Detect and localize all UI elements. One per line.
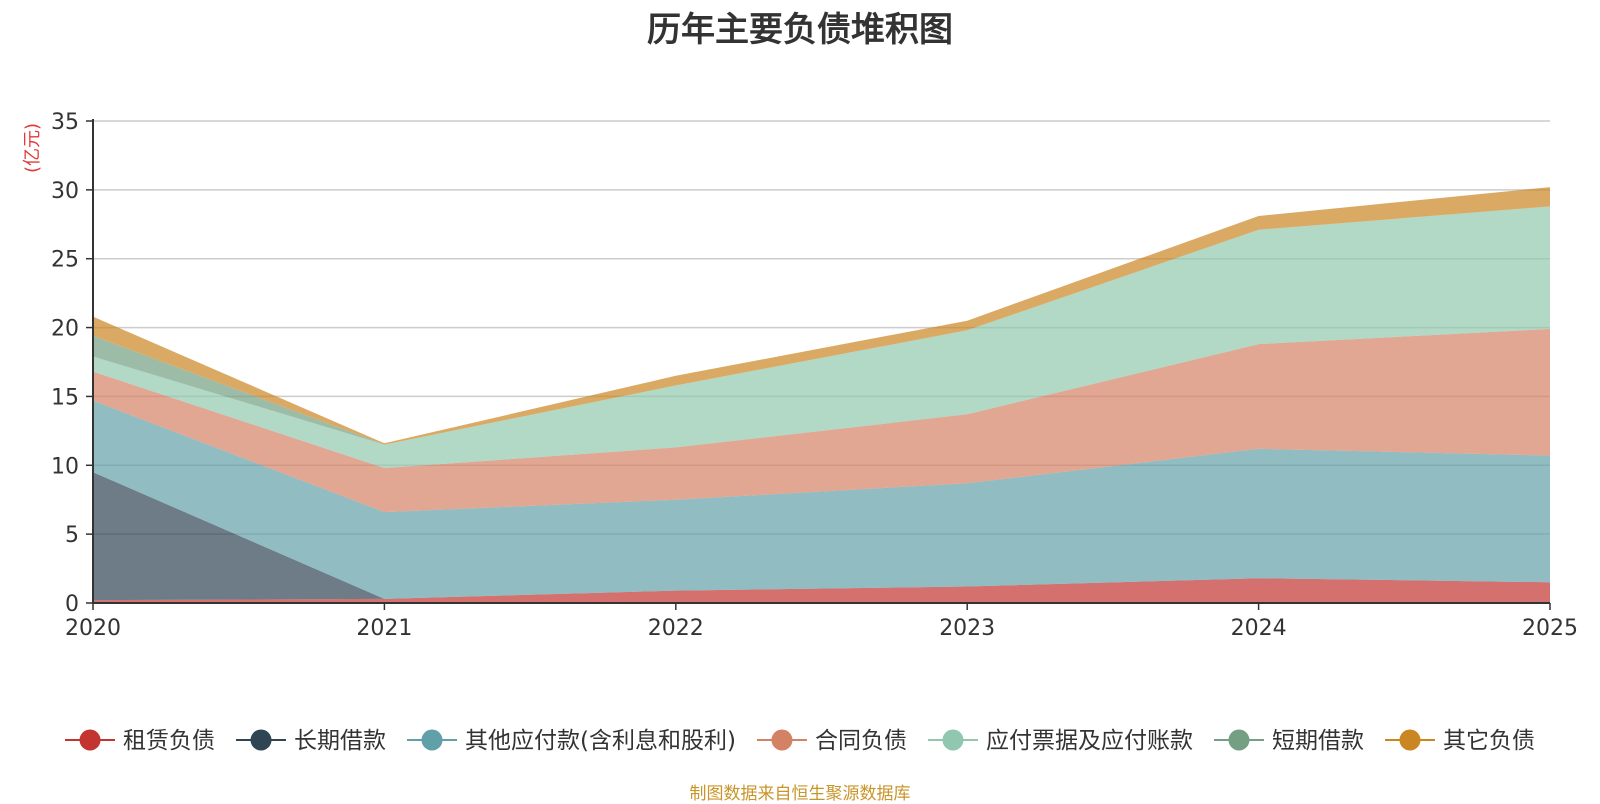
legend-label: 短期借款 — [1272, 728, 1364, 754]
area-series-租赁负债[interactable] — [93, 578, 1550, 603]
legend-marker — [250, 729, 272, 751]
y-tick-label: 5 — [65, 523, 79, 548]
legend-marker — [79, 729, 101, 751]
y-tick-label: 15 — [51, 385, 79, 410]
x-tick-label: 2025 — [1522, 616, 1578, 641]
legend-item[interactable]: 租赁负债 — [65, 728, 215, 754]
x-tick-label: 2020 — [65, 616, 121, 641]
y-tick-label: 35 — [51, 110, 79, 135]
area-series-合同负债[interactable] — [93, 328, 1550, 513]
legend-marker — [1399, 729, 1421, 751]
source-note: 制图数据来自恒生聚源数据库 — [689, 784, 911, 804]
legend-label: 合同负债 — [815, 728, 907, 754]
legend-label: 其它负债 — [1443, 728, 1535, 754]
legend-marker — [421, 729, 443, 751]
legend-label: 租赁负债 — [123, 728, 215, 754]
y-axis-unit-label: (亿元) — [22, 123, 43, 173]
y-tick-label: 30 — [51, 179, 79, 204]
area-series-其他应付款(含利息和股利)[interactable] — [93, 400, 1550, 599]
legend-marker — [1228, 729, 1250, 751]
x-tick-label: 2024 — [1231, 616, 1287, 641]
x-tick-label: 2022 — [648, 616, 704, 641]
legend-item[interactable]: 应付票据及应付账款 — [927, 728, 1193, 754]
chart-title: 历年主要负债堆积图 — [647, 10, 953, 50]
x-tick-label: 2021 — [356, 616, 412, 641]
y-tick-label: 20 — [51, 317, 79, 342]
legend-item[interactable]: 长期借款 — [236, 728, 386, 754]
y-tick-label: 10 — [51, 454, 79, 479]
area-series-其它负债[interactable] — [93, 187, 1550, 445]
y-tick-label: 0 — [65, 592, 79, 617]
x-tick-label: 2023 — [939, 616, 995, 641]
y-tick-label: 25 — [51, 248, 79, 273]
legend-item[interactable]: 其它负债 — [1384, 728, 1535, 754]
legend-item[interactable]: 合同负债 — [756, 728, 907, 754]
area-series-应付票据及应付账款[interactable] — [93, 206, 1550, 468]
legend-label: 其他应付款(含利息和股利) — [465, 728, 736, 754]
legend-item[interactable]: 其他应付款(含利息和股利) — [407, 728, 736, 754]
legend-label: 长期借款 — [294, 728, 386, 754]
legend-marker — [771, 729, 793, 751]
legend-marker — [942, 729, 964, 751]
legend-item[interactable]: 短期借款 — [1213, 728, 1364, 754]
legend-label: 应付票据及应付账款 — [986, 728, 1193, 754]
area-series-长期借款[interactable] — [93, 472, 1550, 601]
